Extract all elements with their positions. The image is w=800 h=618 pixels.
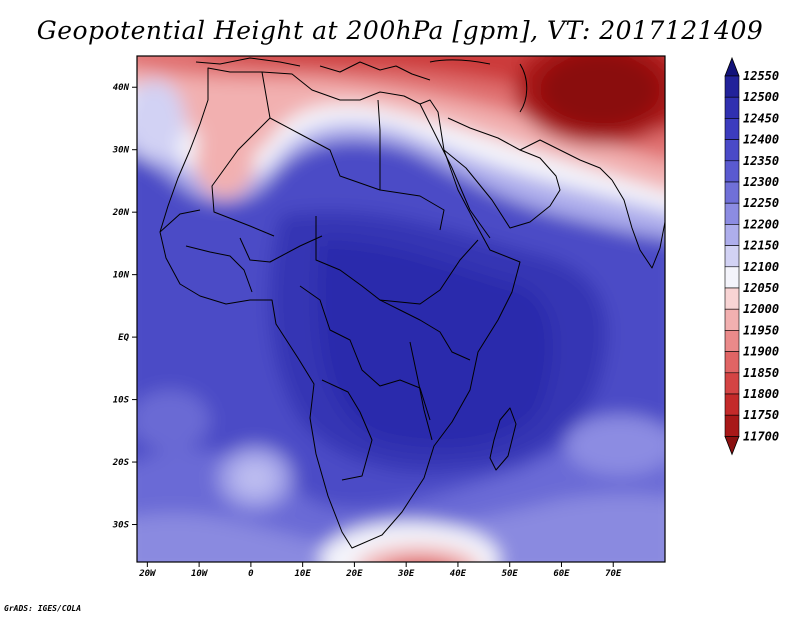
legend-swatch [724, 414, 740, 437]
legend-level-label: 11850 [743, 366, 779, 380]
latitude-axis: 40N 30N 20N 10N EQ 10S 20S 30S [112, 83, 137, 531]
legend-level-label: 12500 [743, 90, 779, 104]
legend-level-label: 11700 [743, 429, 779, 443]
height-field [137, 56, 665, 562]
lon-tick-label: 60E [553, 569, 570, 579]
legend-swatch [724, 139, 740, 162]
lat-tick-label: 10S [113, 396, 130, 406]
lon-tick-label: 30E [397, 569, 415, 579]
lon-tick-label: 20E [345, 569, 363, 579]
legend-arrow-bottom [724, 435, 740, 456]
legend-level-label: 12450 [743, 111, 779, 125]
legend-level-label: 12000 [743, 302, 779, 316]
legend-swatch [724, 181, 740, 204]
grads-credit: GrADS: IGES/COLA [4, 604, 82, 613]
legend-swatch [724, 351, 740, 374]
legend-swatch [724, 372, 740, 395]
map-title: Geopotential Height at 200hPa [gpm], VT:… [36, 16, 764, 45]
lon-tick-label: 40E [450, 569, 467, 579]
legend-level-label: 12150 [743, 239, 779, 253]
legend-level-label: 12200 [743, 217, 779, 231]
lon-tick-label: 50E [502, 569, 519, 579]
legend-swatch [724, 118, 740, 140]
legend-level-label: 12100 [743, 260, 779, 274]
legend-level-label: 12350 [743, 154, 779, 168]
legend-level-label: 12400 [743, 133, 779, 147]
lat-tick-label: 20S [112, 458, 130, 468]
legend-swatch [724, 308, 740, 331]
lat-tick-label: EQ [118, 333, 129, 343]
coastlines [159, 57, 665, 549]
legend-swatch [724, 202, 740, 225]
lon-tick-label: 20W [138, 569, 157, 579]
legend-level-label: 12300 [743, 175, 779, 189]
legend-level-label: 12050 [743, 281, 779, 295]
longitude-axis: 20W 10W 0 10E 20E 30E 40E 50E 60E 70E [138, 562, 622, 579]
lon-tick-label: 70E [605, 569, 622, 579]
legend-level-label: 11950 [743, 323, 779, 337]
legend-level-label: 12550 [743, 69, 779, 83]
legend-arrow-top [724, 56, 740, 77]
lon-tick-label: 0 [248, 569, 254, 579]
legend-swatch [724, 393, 740, 416]
legend-swatch [724, 245, 740, 268]
legend-level-label: 11900 [743, 345, 779, 359]
lat-tick-label: 30N [112, 146, 130, 156]
legend-swatch [724, 266, 740, 289]
plot-frame [136, 55, 666, 563]
legend-level-label: 11800 [743, 387, 779, 401]
legend-swatch [724, 96, 740, 119]
legend-level-label: 12250 [743, 196, 779, 210]
legend-swatch [724, 287, 740, 310]
lat-tick-label: 20N [112, 208, 130, 218]
lon-tick-label: 10E [295, 569, 312, 579]
lon-tick-label: 10W [191, 569, 209, 579]
lat-tick-label: 30S [112, 521, 130, 531]
legend-swatch [724, 75, 740, 98]
color-legend: 12550 12500 12450 12400 12350 12300 12250 12200… [724, 56, 779, 456]
legend-swatch [724, 160, 740, 183]
legend-swatch [724, 330, 740, 352]
lat-tick-label: 10N [113, 271, 130, 281]
lat-tick-label: 40N [113, 83, 130, 93]
legend-swatch [724, 224, 740, 246]
legend-level-label: 11750 [743, 408, 779, 422]
